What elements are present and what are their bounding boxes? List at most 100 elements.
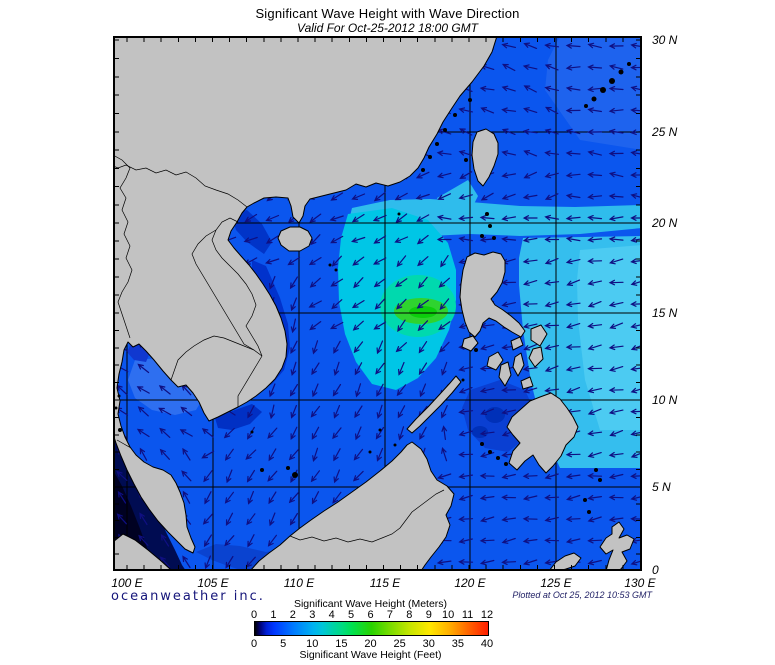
land-palawan <box>406 375 462 434</box>
islet <box>250 430 254 434</box>
valid-time-subtitle: Valid For Oct-25-2012 18:00 GMT <box>297 21 478 35</box>
meters-tick: 2 <box>289 609 296 621</box>
meters-tick: 5 <box>348 609 355 621</box>
islet <box>435 142 439 146</box>
wave-map <box>113 36 642 571</box>
islet <box>504 462 508 466</box>
land-borneo <box>249 441 455 571</box>
feet-tick: 5 <box>280 638 287 650</box>
islet <box>428 155 432 159</box>
lat-label: 30 N <box>652 33 678 47</box>
feet-tick: 15 <box>335 638 348 650</box>
border-cambodia-north <box>170 335 263 381</box>
islet <box>492 236 496 240</box>
sea-patch-sulu-blob-2 <box>472 426 488 438</box>
border-china-vietnam <box>113 164 248 208</box>
land-hainan <box>277 226 313 252</box>
islet <box>368 450 372 454</box>
meters-tick: 9 <box>425 609 432 621</box>
land-mainland-asia <box>113 36 498 554</box>
islet <box>474 348 478 352</box>
islet <box>627 62 631 66</box>
legend-meters-label: Significant Wave Height (Meters) <box>293 598 448 610</box>
meters-tick: 4 <box>328 609 335 621</box>
feet-tick: 40 <box>480 638 494 650</box>
sea-patch-taiwan-strait-tongue <box>437 180 478 212</box>
land-bohol <box>520 376 534 390</box>
lat-label: 15 N <box>652 306 678 320</box>
meters-tick: 11 <box>461 609 474 621</box>
land-masbate <box>510 336 524 351</box>
sea-patch-green-core <box>409 306 437 318</box>
legend-colorbar <box>254 621 489 636</box>
land-taiwan <box>471 128 499 187</box>
islet <box>114 406 118 410</box>
islet <box>378 428 382 432</box>
lat-label: 5 N <box>652 480 671 494</box>
islet <box>118 428 122 432</box>
land-cebu <box>512 352 525 377</box>
feet-tick: 0 <box>250 638 258 650</box>
border-cambodia-vietnam <box>237 355 263 407</box>
lon-label: 120 E <box>454 576 486 590</box>
land-panay <box>486 351 504 371</box>
islet <box>453 113 457 117</box>
land-mindoro <box>461 335 479 352</box>
feet-tick: 35 <box>451 638 464 650</box>
lon-label: 110 E <box>283 576 315 590</box>
land-leyte <box>528 346 544 368</box>
meters-tick: 0 <box>250 609 258 621</box>
islet <box>598 478 602 482</box>
feet-tick: 10 <box>306 638 319 650</box>
sea-patch-pacific-east-light <box>577 245 642 430</box>
meters-tick: 3 <box>309 609 316 621</box>
islet <box>609 78 615 84</box>
meters-tick: 10 <box>442 609 455 621</box>
islet <box>443 128 447 132</box>
islet <box>328 263 332 267</box>
islet <box>594 468 598 472</box>
islet <box>488 224 492 228</box>
islet <box>421 168 425 172</box>
islet <box>461 378 465 382</box>
feet-tick: 25 <box>393 638 406 650</box>
islet <box>584 104 588 108</box>
plotted-timestamp: Plotted at Oct 25, 2012 10:53 GMT <box>512 590 652 600</box>
sea-patch-tonkin-dark <box>231 210 272 254</box>
islet <box>496 456 500 460</box>
lat-label: 10 N <box>652 393 678 407</box>
islet <box>480 234 484 238</box>
land-mindanao <box>506 392 579 474</box>
islet <box>488 450 492 454</box>
lon-label: 125 E <box>540 576 572 590</box>
islet <box>480 442 484 446</box>
sea-patch-pacific-ne <box>545 36 642 150</box>
meters-tick: 7 <box>386 609 393 621</box>
border-vietnam-laos <box>211 217 263 357</box>
islet <box>334 268 338 272</box>
border-thailand-myanmar <box>113 154 133 339</box>
border-thai-malay <box>116 439 132 449</box>
islet <box>397 212 401 216</box>
islet <box>393 443 397 447</box>
sea-patch-sulu-blob-1 <box>485 407 505 423</box>
islet <box>292 472 298 478</box>
land-negros <box>498 361 512 387</box>
sea-patch-mekong-mouth-dark <box>215 404 262 430</box>
islet <box>618 69 624 75</box>
islet <box>260 468 264 472</box>
islet <box>468 98 472 102</box>
islet <box>464 158 468 162</box>
lon-label: 130 E <box>624 576 656 590</box>
islet <box>286 466 290 470</box>
page-title: Significant Wave Height with Wave Direct… <box>255 6 520 21</box>
lat-label: 0 <box>652 563 659 577</box>
islet <box>583 498 587 502</box>
land-sumatra <box>113 533 173 571</box>
lat-label: 20 N <box>652 216 678 230</box>
islet <box>587 510 591 514</box>
lon-label: 100 E <box>111 576 143 590</box>
meters-tick: 1 <box>270 609 277 621</box>
oceanweather-logo: oceanweather inc. <box>111 589 265 604</box>
